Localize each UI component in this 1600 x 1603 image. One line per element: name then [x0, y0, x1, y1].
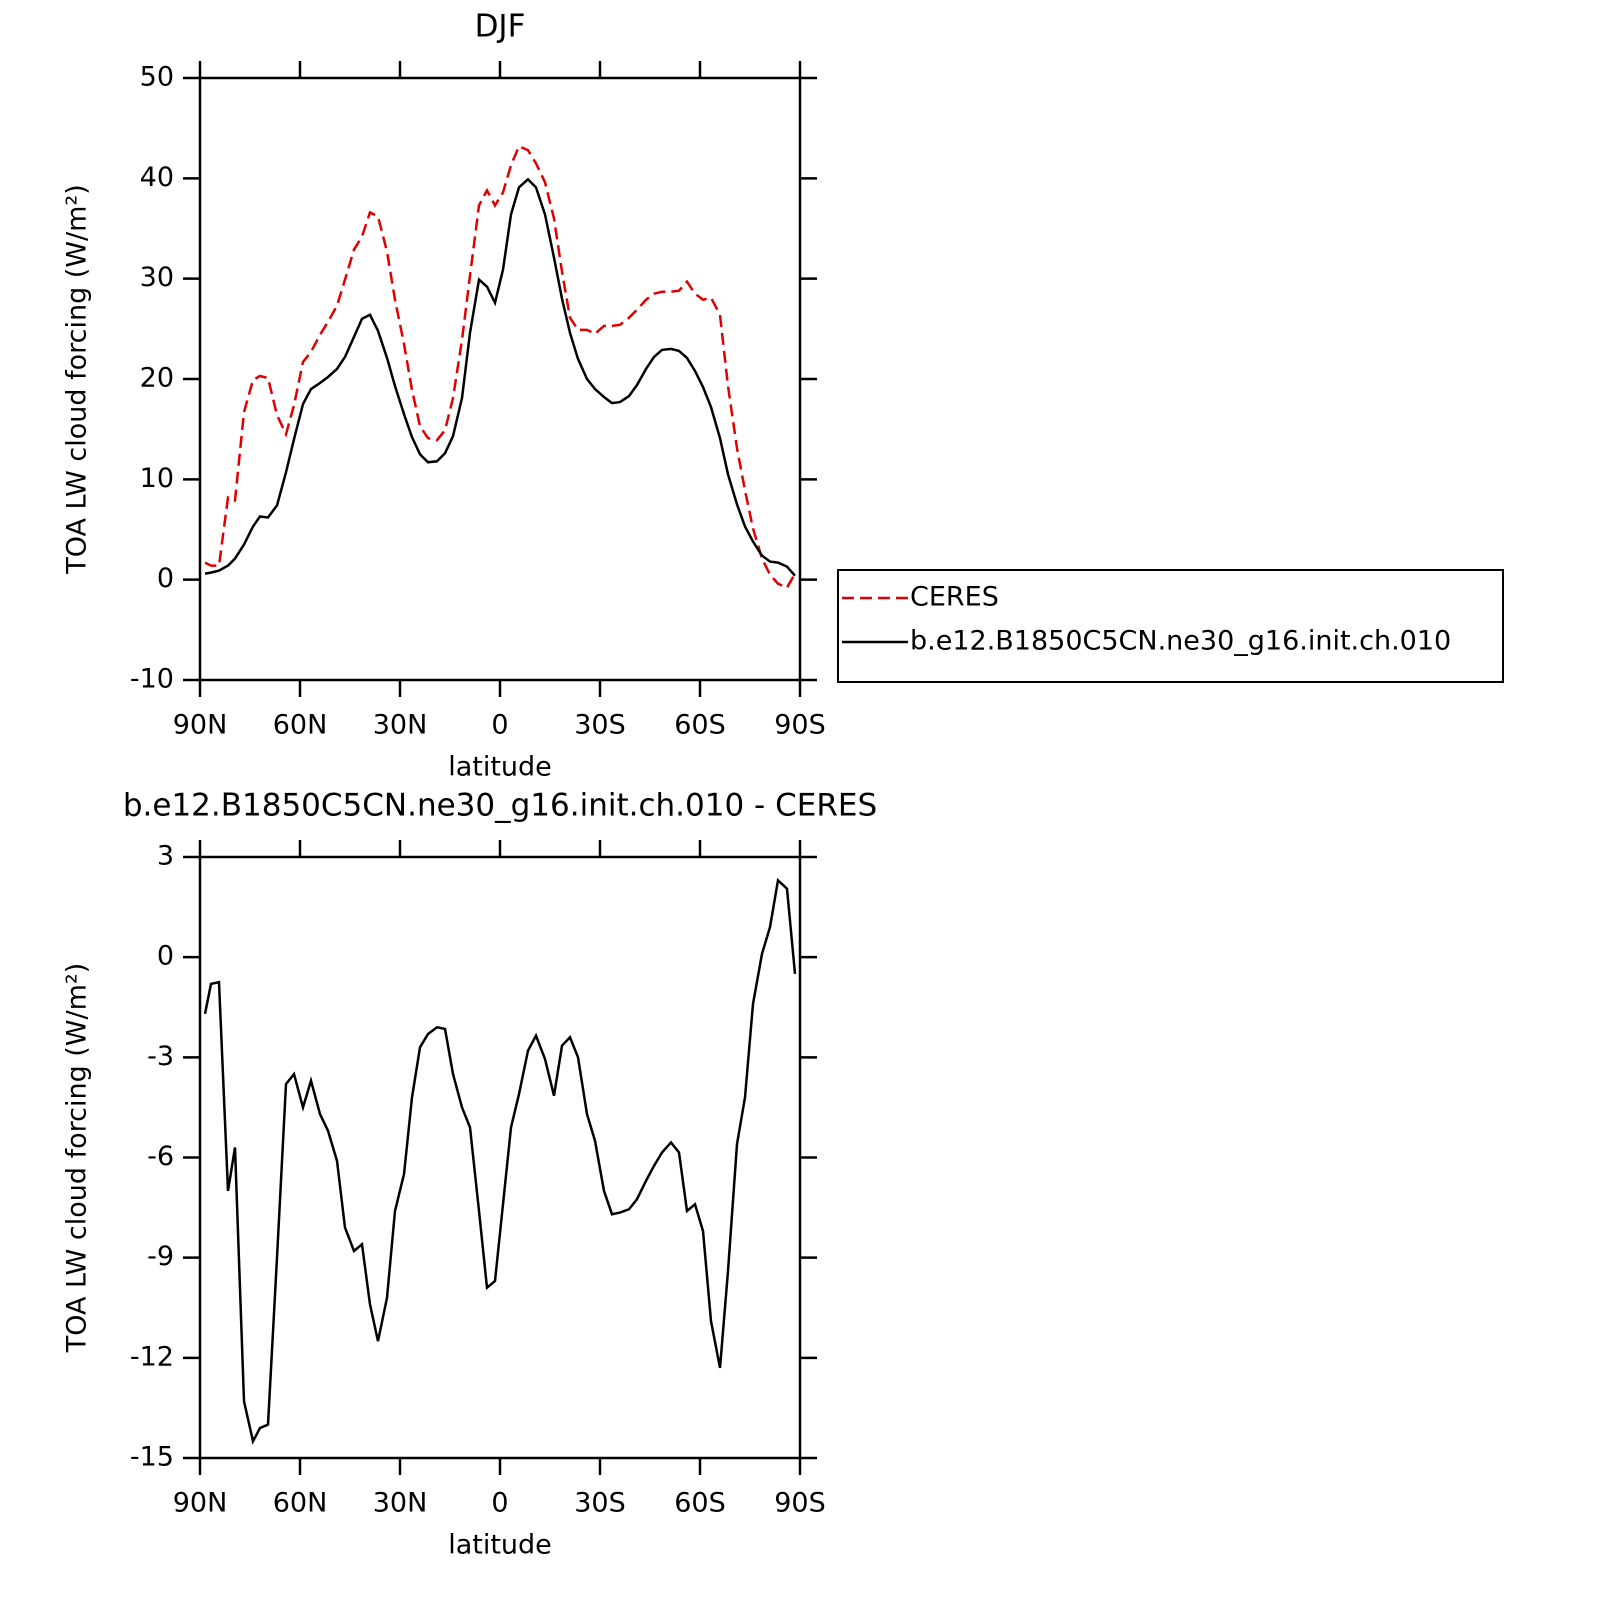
y-tick-label: 10 — [140, 463, 174, 494]
x-tick-label: 60S — [674, 1488, 726, 1519]
chart-title: DJF — [475, 9, 526, 45]
y-tick-label: 30 — [140, 262, 174, 293]
data-line — [204, 144, 797, 590]
x-tick-label: 30N — [373, 1488, 428, 1519]
x-tick-label: 90N — [173, 1488, 228, 1519]
y-axis-label: TOA LW cloud forcing (W/m²) — [62, 184, 93, 575]
y-tick-label: 40 — [140, 162, 174, 193]
x-tick-label: 30N — [373, 710, 428, 741]
x-axis-label: latitude — [448, 1530, 552, 1561]
x-axis-label: latitude — [448, 752, 552, 783]
x-tick-label: 0 — [491, 1488, 508, 1519]
y-tick-label: -15 — [130, 1442, 174, 1473]
plot-frame — [198, 76, 802, 682]
panel: DJF latitude TOA LW cloud forcing (W/m²) -1… — [62, 9, 1504, 783]
y-tick-label: 0 — [157, 941, 174, 972]
y-tick-label: -6 — [147, 1141, 174, 1172]
x-tick-label: 90S — [774, 710, 826, 741]
x-tick-label: 0 — [491, 710, 508, 741]
y-tick-label: -3 — [147, 1041, 174, 1072]
x-tick-label: 30S — [574, 1488, 626, 1519]
x-tick-label: 90S — [774, 1488, 826, 1519]
y-tick-label: -10 — [130, 664, 174, 695]
y-tick-label: 0 — [157, 563, 174, 594]
x-tick-label: 60S — [674, 710, 726, 741]
chart-title: b.e12.B1850C5CN.ne30_g16.init.ch.010 - C… — [123, 788, 877, 824]
y-tick-label: 20 — [140, 363, 174, 394]
legend: CERES b.e12.B1850C5CN.ne30_g16.init.ch.01… — [837, 569, 1504, 683]
plot-frame — [198, 855, 802, 1460]
data-line — [203, 877, 797, 1445]
y-axis-label: TOA LW cloud forcing (W/m²) — [62, 963, 93, 1354]
legend-label: b.e12.B1850C5CN.ne30_g16.init.ch.010 — [910, 626, 1451, 657]
y-tick-label: 50 — [140, 62, 174, 93]
panel: b.e12.B1850C5CN.ne30_g16.init.ch.010 - C… — [62, 788, 878, 1561]
legend-box — [837, 569, 1504, 683]
x-tick-label: 60N — [273, 1488, 328, 1519]
y-tick-label: -12 — [130, 1341, 174, 1372]
x-tick-label: 30S — [574, 710, 626, 741]
legend-label: CERES — [910, 582, 999, 613]
y-tick-label: 3 — [157, 841, 174, 872]
x-tick-label: 90N — [173, 710, 228, 741]
data-line — [204, 177, 796, 577]
y-tick-label: -9 — [147, 1241, 174, 1272]
x-tick-label: 60N — [273, 710, 328, 741]
